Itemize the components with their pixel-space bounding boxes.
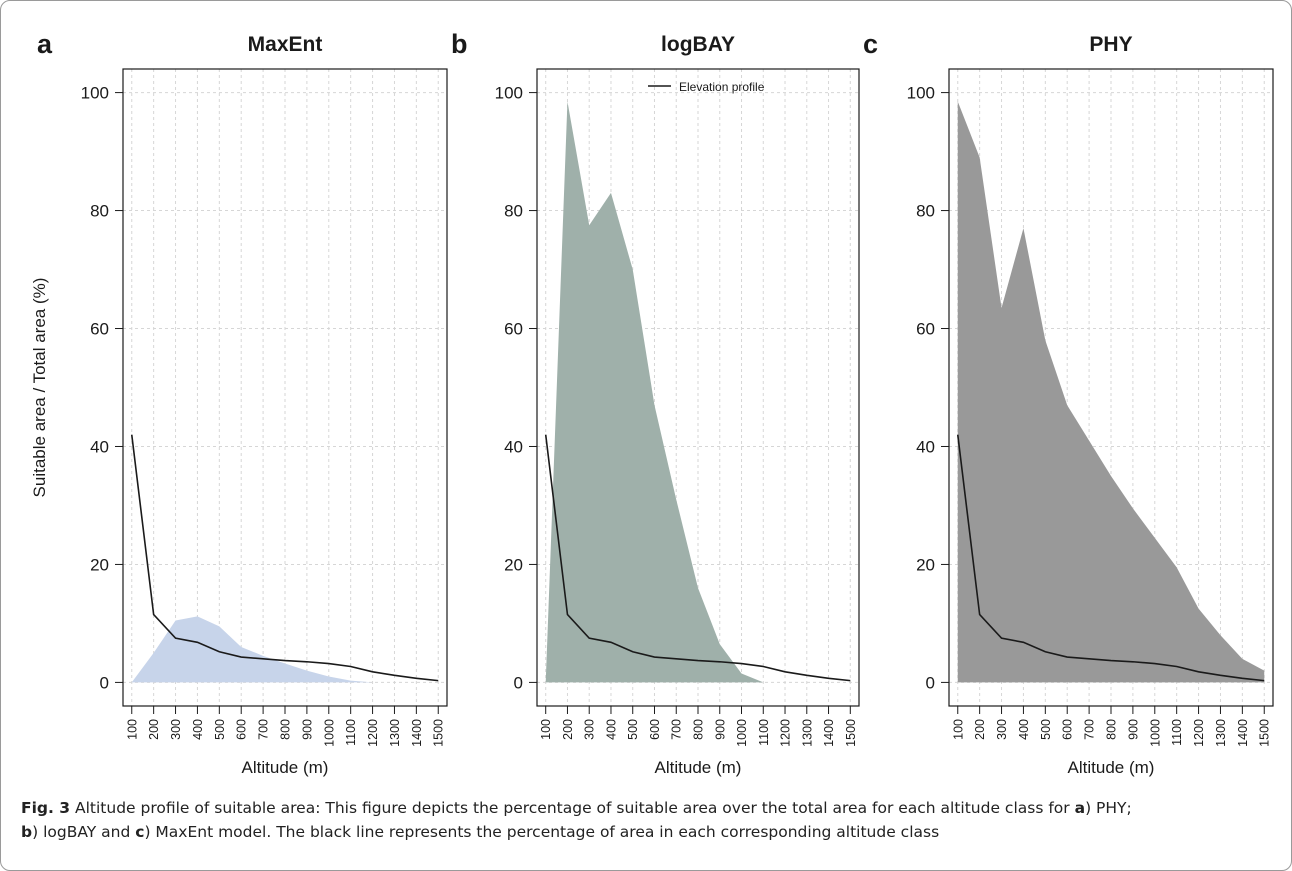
x-tick-label-1100: 1100 bbox=[1170, 719, 1184, 746]
y-tick-label-40: 40 bbox=[90, 437, 109, 456]
x-tick-label-400: 400 bbox=[1017, 719, 1031, 740]
suitable-area-a bbox=[131, 616, 373, 683]
x-tick-label-1300: 1300 bbox=[800, 719, 814, 747]
x-tick-label-700: 700 bbox=[257, 719, 271, 740]
x-tick-label-900: 900 bbox=[713, 719, 727, 740]
caption-text-1: Altitude profile of suitable area: This … bbox=[70, 799, 1075, 817]
caption-ref-c: c bbox=[135, 823, 145, 841]
x-tick-label-300: 300 bbox=[995, 719, 1009, 740]
x-axis-label-a: Altitude (m) bbox=[242, 758, 329, 777]
x-tick-label-1000: 1000 bbox=[322, 719, 336, 747]
x-tick-label-400: 400 bbox=[191, 719, 205, 740]
elevation-profile-line-a bbox=[130, 434, 439, 682]
x-tick-label-1500: 1500 bbox=[1258, 719, 1272, 747]
x-tick-label-1500: 1500 bbox=[844, 719, 858, 747]
x-tick-label-1000: 1000 bbox=[1148, 719, 1162, 747]
x-tick-label-800: 800 bbox=[279, 719, 293, 740]
panel-letter-b: b bbox=[451, 29, 468, 59]
x-tick-label-300: 300 bbox=[583, 719, 597, 740]
x-tick-label-1000: 1000 bbox=[735, 719, 749, 747]
x-tick-label-500: 500 bbox=[1039, 719, 1053, 740]
y-axis-label: Suitable area / Total area (%) bbox=[30, 278, 49, 498]
caption-text-2: ) PHY; bbox=[1085, 799, 1132, 817]
x-tick-label-700: 700 bbox=[670, 719, 684, 740]
x-tick-label-100: 100 bbox=[539, 719, 553, 740]
y-tick-label-100: 100 bbox=[907, 84, 935, 103]
caption-fig-label: Fig. 3 bbox=[21, 799, 71, 817]
x-tick-label-1400: 1400 bbox=[410, 719, 424, 747]
y-tick-label-20: 20 bbox=[916, 555, 935, 574]
x-tick-label-600: 600 bbox=[235, 719, 249, 740]
y-tick-label-20: 20 bbox=[504, 555, 523, 574]
x-tick-label-1200: 1200 bbox=[779, 719, 793, 747]
legend-label: Elevation profile bbox=[679, 80, 765, 94]
x-tick-label-1200: 1200 bbox=[366, 719, 380, 747]
x-tick-label-100: 100 bbox=[125, 719, 139, 740]
panel-letter-c: c bbox=[863, 29, 878, 59]
y-tick-label-0: 0 bbox=[514, 673, 523, 692]
x-tick-label-200: 200 bbox=[147, 719, 161, 740]
panel-c: 0 20 40 60 80 100 100 200 300 400 500 600 700 800 900 1… bbox=[863, 29, 1274, 777]
y-tick-label-20: 20 bbox=[90, 555, 109, 574]
x-tick-label-1500: 1500 bbox=[432, 719, 446, 747]
y-tick-label-80: 80 bbox=[916, 202, 935, 221]
x-tick-label-700: 700 bbox=[1083, 719, 1097, 740]
panel-title-b: logBAY bbox=[661, 33, 735, 56]
elevation-profile-line-c bbox=[956, 434, 1265, 682]
x-tick-label-1100: 1100 bbox=[344, 719, 358, 746]
x-axis-label-c: Altitude (m) bbox=[1068, 758, 1155, 777]
x-axis-label-b: Altitude (m) bbox=[655, 758, 742, 777]
suitable-area-c bbox=[957, 101, 1265, 683]
figure-caption: Fig. 3 Altitude profile of suitable area… bbox=[21, 796, 1271, 844]
panel-letter-a: a bbox=[37, 29, 53, 59]
x-tick-label-1100: 1100 bbox=[757, 719, 771, 746]
y-tick-label-60: 60 bbox=[90, 320, 109, 339]
x-tick-label-1200: 1200 bbox=[1192, 719, 1206, 747]
x-tick-label-500: 500 bbox=[213, 719, 227, 740]
caption-ref-a: a bbox=[1074, 799, 1086, 817]
x-tick-label-600: 600 bbox=[648, 719, 662, 740]
x-tick-label-800: 800 bbox=[1105, 719, 1119, 740]
y-tick-label-60: 60 bbox=[504, 320, 523, 339]
panel-a: 0 20 40 60 80 100 100 200 300 400 500 600 700 800 900 1… bbox=[37, 29, 448, 777]
y-tick-label-100: 100 bbox=[495, 84, 523, 103]
x-tick-label-500: 500 bbox=[626, 719, 640, 740]
x-tick-label-800: 800 bbox=[692, 719, 706, 740]
y-tick-label-60: 60 bbox=[916, 320, 935, 339]
x-tick-label-600: 600 bbox=[1061, 719, 1075, 740]
x-tick-label-1400: 1400 bbox=[1236, 719, 1250, 747]
x-tick-label-900: 900 bbox=[300, 719, 314, 740]
x-tick-label-300: 300 bbox=[169, 719, 183, 740]
y-tick-label-0: 0 bbox=[926, 673, 935, 692]
x-tick-label-100: 100 bbox=[951, 719, 965, 740]
x-tick-label-1400: 1400 bbox=[822, 719, 836, 747]
panel-b: 0 20 40 60 80 100 100 200 300 400 500 600 700 800 900 1… bbox=[451, 29, 860, 777]
y-tick-label-100: 100 bbox=[81, 84, 109, 103]
y-tick-label-40: 40 bbox=[916, 437, 935, 456]
elevation-profile-line-b bbox=[544, 434, 851, 682]
caption-text-3: ) logBAY and bbox=[32, 823, 136, 841]
x-tick-label-400: 400 bbox=[604, 719, 618, 740]
x-tick-label-200: 200 bbox=[973, 719, 987, 740]
x-tick-label-1300: 1300 bbox=[1214, 719, 1228, 747]
y-tick-label-40: 40 bbox=[504, 437, 523, 456]
caption-ref-b: b bbox=[21, 823, 33, 841]
panel-title-c: PHY bbox=[1089, 33, 1132, 56]
caption-text-4: ) MaxEnt model. The black line represent… bbox=[144, 823, 940, 841]
x-tick-label-900: 900 bbox=[1126, 719, 1140, 740]
y-tick-label-0: 0 bbox=[100, 673, 109, 692]
y-tick-label-80: 80 bbox=[90, 202, 109, 221]
y-tick-label-80: 80 bbox=[504, 202, 523, 221]
suitable-area-b bbox=[545, 101, 764, 683]
x-tick-label-1300: 1300 bbox=[388, 719, 402, 747]
panel-title-a: MaxEnt bbox=[248, 33, 323, 56]
x-tick-label-200: 200 bbox=[561, 719, 575, 740]
